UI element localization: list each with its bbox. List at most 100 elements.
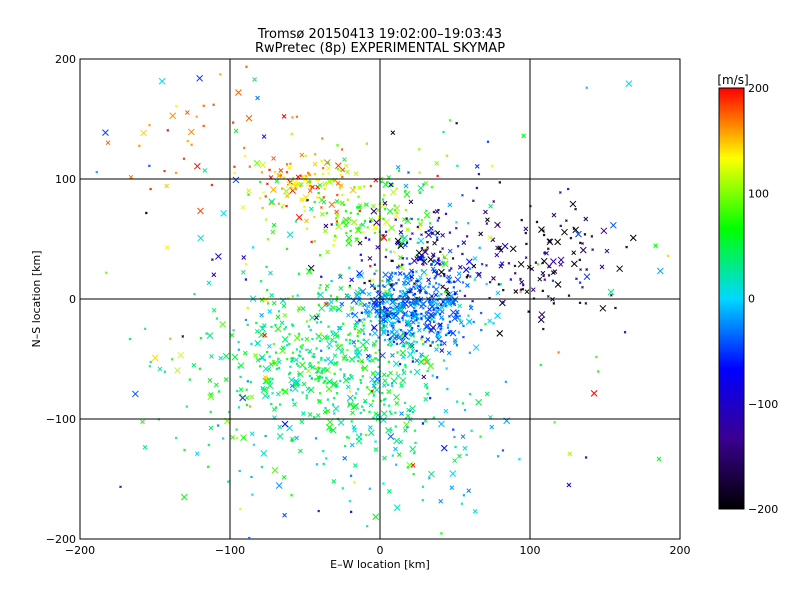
scatter-point bbox=[366, 313, 372, 319]
scatter-point bbox=[282, 312, 288, 318]
scatter-point bbox=[379, 352, 386, 359]
scatter-point bbox=[419, 304, 424, 309]
scatter-point bbox=[268, 198, 276, 205]
scatter-point bbox=[140, 419, 145, 425]
scatter-point bbox=[491, 275, 496, 281]
scatter-point bbox=[399, 411, 404, 416]
scatter-point bbox=[420, 317, 423, 321]
scatter-point bbox=[348, 499, 352, 503]
scatter-point bbox=[513, 264, 517, 268]
scatter-point bbox=[427, 362, 434, 370]
scatter-point bbox=[375, 339, 378, 343]
scatter-point bbox=[600, 227, 608, 235]
scatter-point bbox=[331, 306, 335, 310]
scatter-point bbox=[338, 183, 344, 188]
scatter-point bbox=[492, 200, 496, 203]
scatter-point bbox=[263, 375, 268, 380]
scatter-point bbox=[313, 378, 317, 381]
scatter-point bbox=[653, 243, 659, 249]
scatter-point bbox=[329, 337, 335, 343]
scatter-point bbox=[356, 359, 360, 363]
scatter-point bbox=[410, 462, 416, 468]
scatter-point bbox=[358, 209, 362, 213]
scatter-point bbox=[406, 314, 410, 318]
scatter-point bbox=[300, 337, 304, 341]
scatter-point bbox=[457, 331, 461, 334]
y-tick-label: −100 bbox=[46, 413, 76, 426]
scatter-point bbox=[373, 386, 381, 394]
scatter-point bbox=[513, 271, 517, 275]
scatter-point bbox=[411, 270, 415, 274]
scatter-point bbox=[222, 352, 230, 360]
scatter-point bbox=[584, 301, 588, 305]
scatter-point bbox=[487, 235, 493, 240]
scatter-point bbox=[366, 291, 372, 297]
scatter-point bbox=[333, 239, 336, 242]
scatter-point bbox=[530, 287, 536, 293]
scatter-point bbox=[421, 335, 424, 339]
scatter-point bbox=[430, 295, 434, 298]
scatter-point bbox=[656, 267, 664, 275]
scatter-point bbox=[301, 344, 305, 347]
scatter-point bbox=[245, 388, 249, 392]
scatter-point bbox=[288, 332, 291, 336]
scatter-point bbox=[415, 349, 418, 353]
scatter-point bbox=[265, 350, 269, 354]
scatter-point bbox=[387, 404, 391, 408]
colorbar-gradient bbox=[718, 87, 745, 510]
scatter-point bbox=[411, 313, 415, 317]
scatter-point bbox=[371, 203, 376, 209]
scatter-point bbox=[439, 343, 443, 346]
scatter-point bbox=[317, 303, 321, 307]
scatter-point bbox=[498, 181, 502, 184]
scatter-point bbox=[271, 156, 276, 161]
scatter-point bbox=[250, 475, 253, 479]
scatter-point bbox=[325, 249, 330, 255]
scatter-point bbox=[363, 346, 369, 352]
scatter-point bbox=[393, 446, 398, 452]
scatter-point bbox=[246, 323, 250, 327]
scatter-point bbox=[604, 248, 610, 254]
scatter-point bbox=[539, 363, 543, 367]
scatter-point bbox=[472, 320, 476, 324]
scatter-point bbox=[373, 287, 377, 290]
scatter-point bbox=[398, 307, 404, 313]
scatter-point bbox=[401, 318, 405, 322]
scatter-point bbox=[184, 110, 190, 115]
scatter-point bbox=[445, 387, 449, 391]
scatter-point bbox=[435, 309, 440, 315]
scatter-point bbox=[307, 412, 313, 417]
scatter-point bbox=[104, 271, 108, 275]
scatter-point bbox=[403, 363, 407, 367]
scatter-point bbox=[349, 211, 353, 215]
scatter-point bbox=[553, 421, 556, 424]
scatter-point bbox=[287, 372, 291, 376]
scatter-point bbox=[442, 359, 446, 362]
scatter-point bbox=[348, 266, 351, 270]
scatter-point bbox=[305, 394, 309, 397]
scatter-point bbox=[364, 202, 369, 207]
scatter-point bbox=[374, 315, 378, 319]
scatter-point bbox=[455, 343, 459, 347]
scatter-point bbox=[551, 279, 555, 283]
scatter-point bbox=[435, 336, 442, 343]
scatter-point bbox=[247, 193, 250, 196]
scatter-point bbox=[565, 219, 568, 222]
scatter-point bbox=[370, 357, 376, 363]
scatter-point bbox=[442, 272, 446, 276]
scatter-point bbox=[498, 263, 504, 269]
scatter-point bbox=[307, 188, 313, 194]
scatter-point bbox=[195, 115, 199, 119]
scatter-point bbox=[434, 161, 440, 166]
scatter-point bbox=[401, 316, 404, 320]
scatter-point bbox=[424, 273, 428, 277]
scatter-point bbox=[518, 457, 521, 461]
scatter-point bbox=[314, 367, 322, 374]
scatter-point bbox=[629, 234, 637, 242]
scatter-point bbox=[174, 436, 178, 440]
scatter-point bbox=[362, 302, 367, 308]
scatter-point bbox=[521, 133, 526, 139]
scatter-point bbox=[456, 244, 460, 248]
scatter-point bbox=[370, 305, 376, 311]
scatter-point bbox=[394, 463, 398, 467]
